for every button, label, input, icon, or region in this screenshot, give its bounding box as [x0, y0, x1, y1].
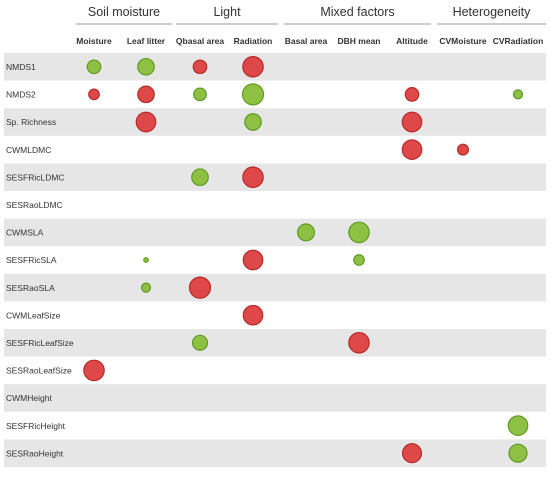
row-label-sesfricheight: SESFRicHeight: [6, 421, 66, 431]
group-header-mixed-factors: Mixed factors: [320, 5, 394, 19]
column-header-altitude: Altitude: [396, 36, 428, 46]
bubble-nmds1-qbasal-area: [192, 59, 208, 75]
bubble-cwmsla-dbh-mean: [348, 221, 370, 244]
row-label-nmds2: NMDS2: [6, 90, 36, 100]
bubble-sesraoleafsize-moisture: [83, 359, 105, 382]
bubble-sesfricldmc-radiation: [242, 166, 264, 188]
row-label-sesraosla: SESRaoSLA: [6, 283, 55, 293]
bubble-nmds2-qbasal-area: [193, 87, 207, 102]
row-label-sesfricleafsize: SESFRicLeafSize: [6, 338, 74, 348]
column-header-moisture: Moisture: [76, 36, 112, 46]
bubble-nmds2-radiation: [241, 83, 265, 106]
bubble-sp-richness-leaf-litter: [135, 111, 157, 133]
group-header-soil-moisture: Soil moisture: [88, 5, 160, 19]
row-label-sp-richness: Sp. Richness: [6, 117, 56, 127]
bubble-nmds1-leaf-litter: [137, 57, 155, 76]
row-stripe-sesraoheight: [4, 439, 546, 467]
bubble-sesraosla-leaf-litter: [140, 282, 152, 293]
column-header-leaf-litter: Leaf litter: [127, 36, 166, 46]
column-header-dbh-mean: DBH mean: [338, 36, 381, 46]
bubble-sesraosla-qbasal-area: [188, 276, 212, 299]
bubble-sesfricsla-radiation: [242, 249, 264, 271]
bubble-cwmldmc-cvmoisture: [457, 143, 470, 156]
bubble-cwmleafsize-radiation: [242, 304, 264, 326]
bubble-cwmldmc-altitude: [401, 139, 423, 160]
row-label-sesraoheight: SESRaoHeight: [6, 448, 64, 458]
group-header-heterogeneity: Heterogeneity: [453, 5, 532, 19]
column-header-radiation: Radiation: [234, 36, 273, 46]
bubble-sesfricldmc-qbasal-area: [191, 168, 209, 187]
row-stripe-cwmsla: [4, 218, 546, 247]
row-stripe-sesfricleafsize: [4, 329, 546, 357]
bubble-nmds2-cvradiation: [512, 89, 524, 100]
bubble-nmds1-radiation: [242, 56, 264, 78]
row-label-cwmheight: CWMHeight: [6, 393, 52, 403]
bubble-cwmsla-basal-area: [297, 223, 316, 242]
row-label-cwmldmc: CWMLDMC: [6, 145, 51, 155]
row-label-sesraoldmc: SESRaoLDMC: [6, 200, 63, 210]
bubble-sesfricleafsize-dbh-mean: [348, 331, 370, 354]
column-header-cvmoisture: CVMoisture: [439, 36, 487, 46]
bubble-sp-richness-radiation: [244, 113, 262, 131]
bubble-sesfricsla-dbh-mean: [353, 254, 365, 266]
column-header-qbasal-area: Qbasal area: [176, 36, 224, 46]
bubble-nmds2-moisture: [88, 88, 100, 101]
row-label-sesfricldmc: SESFRicLDMC: [6, 172, 65, 182]
group-header-light: Light: [213, 5, 241, 19]
row-label-cwmleafsize: CWMLeafSize: [6, 310, 61, 320]
bubble-sesfricleafsize-qbasal-area: [191, 334, 209, 351]
bubble-sesfricsla-leaf-litter: [143, 257, 149, 263]
row-label-cwmsla: CWMSLA: [6, 228, 44, 238]
bubble-sesraoheight-altitude: [401, 443, 423, 464]
row-label-nmds1: NMDS1: [6, 62, 36, 72]
bubble-sesfricheight-cvradiation: [507, 415, 529, 436]
bubble-nmds1-moisture: [86, 59, 102, 75]
bubble-sp-richness-altitude: [401, 111, 423, 133]
column-header-cvradiation: CVRadiation: [493, 36, 544, 46]
column-header-basal-area: Basal area: [285, 36, 328, 46]
row-stripe-sesraosla: [4, 273, 546, 302]
row-label-sesraoleafsize: SESRaoLeafSize: [6, 366, 72, 376]
row-stripe-cwmheight: [4, 384, 546, 412]
row-stripe-sesfricldmc: [4, 163, 546, 191]
bubble-nmds2-altitude: [404, 87, 420, 102]
bubble-nmds2-leaf-litter: [137, 85, 155, 104]
row-label-sesfricsla: SESFRicSLA: [6, 255, 57, 265]
row-stripe-nmds1: [4, 53, 546, 81]
bubble-sesraoheight-cvradiation: [508, 443, 528, 463]
row-stripe-sp-richness: [4, 108, 546, 136]
